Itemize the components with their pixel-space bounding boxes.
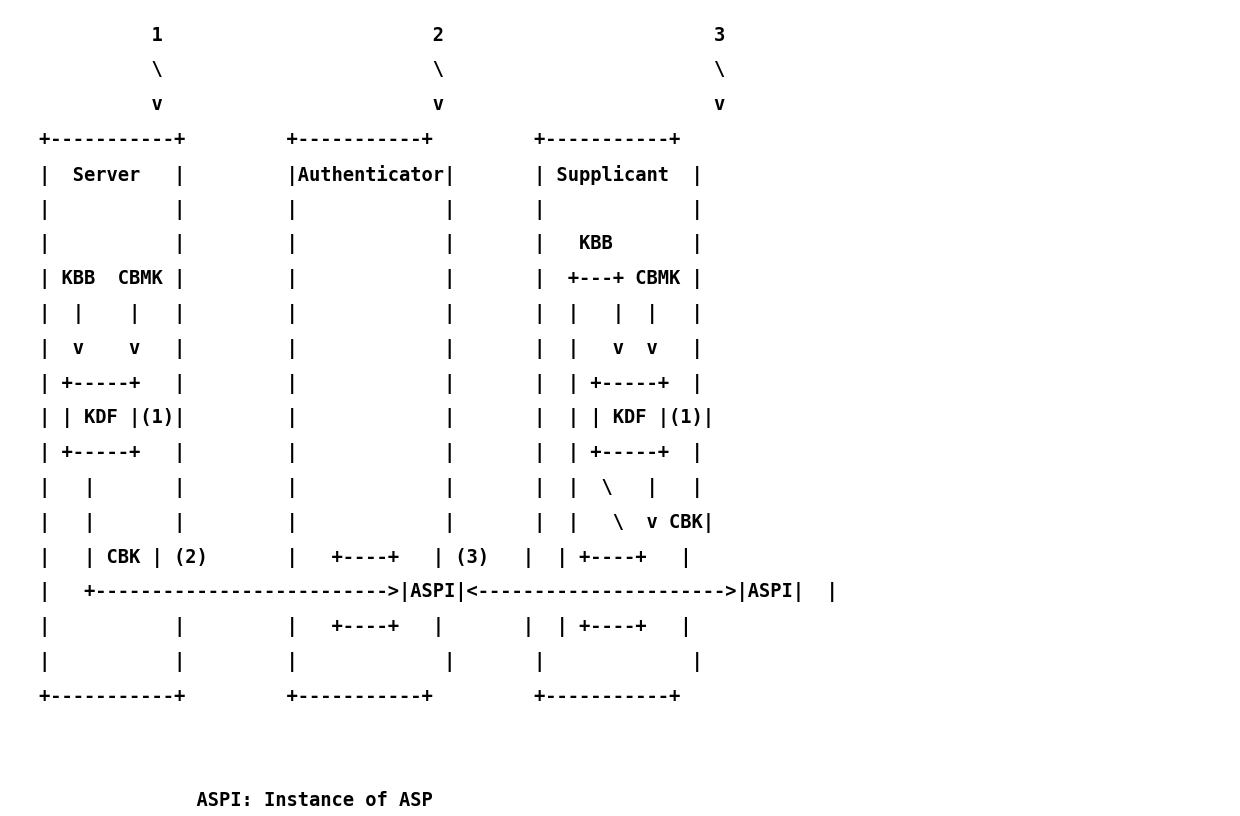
Text: |   +-------------------------->|ASPI|<---------------------->|ASPI|  |: | +-------------------------->|ASPI|<---…: [38, 583, 837, 602]
Text: +-----------+         +-----------+         +-----------+: +-----------+ +-----------+ +-----------…: [38, 687, 680, 706]
Text: |  Server   |         |Authenticator|       | Supplicant  |: | Server | |Authenticator| | Supplicant …: [38, 165, 702, 186]
Text: ASPI: Instance of ASP: ASPI: Instance of ASP: [38, 792, 433, 810]
Text: \                        \                        \: \ \ \: [38, 60, 826, 79]
Text: 1                        2                        3: 1 2 3: [38, 25, 826, 45]
Text: | +-----+   |         |             |       |  | +-----+  |: | +-----+ | | | | | +-----+ |: [38, 374, 702, 393]
Text: |           |         |             |       |             |: | | | | | |: [38, 200, 702, 220]
Text: |   |       |         |             |       |  |  \   |   |: | | | | | | | \ | |: [38, 478, 702, 498]
Text: |           |         |             |       |             |: | | | | | |: [38, 652, 702, 672]
Text: | KBB  CBMK |         |             |       |  +---+ CBMK |: | KBB CBMK | | | | +---+ CBMK |: [38, 269, 702, 289]
Text: |  v    v   |         |             |       |  |   v  v   |: | v v | | | | | v v |: [38, 339, 702, 359]
Text: |  |    |   |         |             |       |  |   |  |   |: | | | | | | | | | | |: [38, 304, 702, 324]
Text: |   | CBK | (2)       |   +----+   | (3)   |  | +----+   |: | | CBK | (2) | +----+ | (3) | | +----+ …: [38, 548, 691, 568]
Text: +-----------+         +-----------+         +-----------+: +-----------+ +-----------+ +-----------…: [38, 130, 680, 149]
Text: v                        v                        v: v v v: [38, 95, 826, 114]
Text: | +-----+   |         |             |       |  | +-----+  |: | +-----+ | | | | | +-----+ |: [38, 443, 702, 463]
Text: | | KDF |(1)|         |             |       |  | | KDF |(1)|: | | KDF |(1)| | | | | | KDF |(1)|: [38, 409, 713, 428]
Text: |           |         |             |       |   KBB       |: | | | | | KBB |: [38, 234, 702, 255]
Text: |           |         |   +----+   |       |  | +----+   |: | | | +----+ | | | +----+ |: [38, 617, 691, 637]
Text: |   |       |         |             |       |  |   \  v CBK|: | | | | | | | \ v CBK|: [38, 513, 713, 533]
